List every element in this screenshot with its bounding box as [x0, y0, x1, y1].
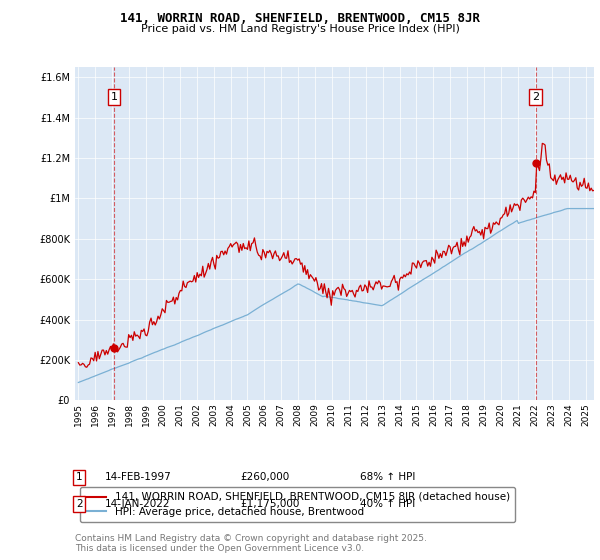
- Text: 1: 1: [111, 92, 118, 102]
- Text: Price paid vs. HM Land Registry's House Price Index (HPI): Price paid vs. HM Land Registry's House …: [140, 24, 460, 34]
- Text: 141, WORRIN ROAD, SHENFIELD, BRENTWOOD, CM15 8JR: 141, WORRIN ROAD, SHENFIELD, BRENTWOOD, …: [120, 12, 480, 25]
- Text: 14-JAN-2022: 14-JAN-2022: [105, 499, 170, 509]
- Text: 68% ↑ HPI: 68% ↑ HPI: [360, 472, 415, 482]
- Text: 40% ↑ HPI: 40% ↑ HPI: [360, 499, 415, 509]
- Text: 2: 2: [76, 499, 83, 509]
- Text: £1,175,000: £1,175,000: [240, 499, 299, 509]
- Text: £260,000: £260,000: [240, 472, 289, 482]
- Text: 1: 1: [76, 472, 83, 482]
- Text: 14-FEB-1997: 14-FEB-1997: [105, 472, 172, 482]
- Text: Contains HM Land Registry data © Crown copyright and database right 2025.
This d: Contains HM Land Registry data © Crown c…: [75, 534, 427, 553]
- Legend: 141, WORRIN ROAD, SHENFIELD, BRENTWOOD, CM15 8JR (detached house), HPI: Average : 141, WORRIN ROAD, SHENFIELD, BRENTWOOD, …: [80, 487, 515, 522]
- Text: 2: 2: [532, 92, 539, 102]
